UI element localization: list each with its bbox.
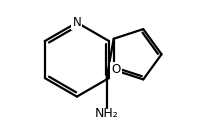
Text: NH₂: NH₂ bbox=[95, 107, 119, 120]
Text: N: N bbox=[73, 16, 81, 29]
Text: O: O bbox=[112, 63, 121, 76]
